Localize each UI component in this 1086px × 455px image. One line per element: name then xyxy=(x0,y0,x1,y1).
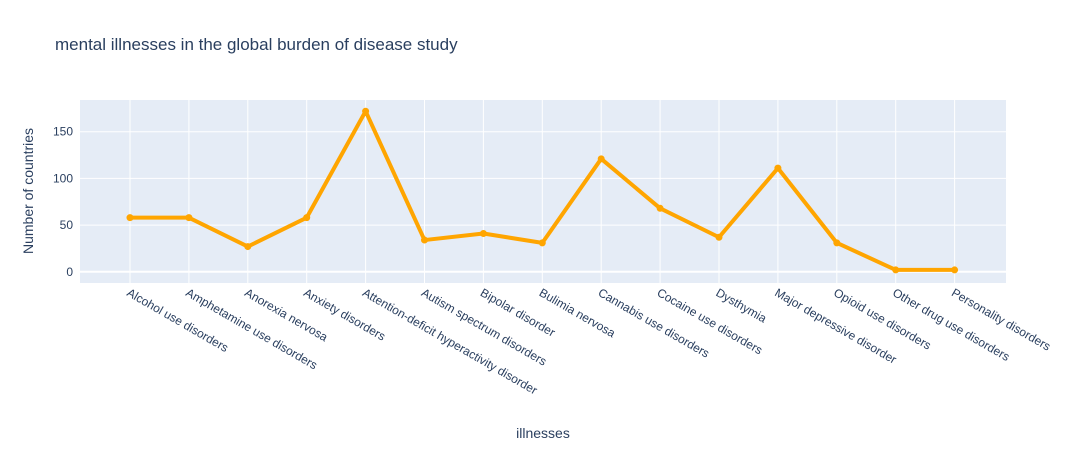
x-tick-label: Opioid use disorders xyxy=(831,285,933,352)
series-layer xyxy=(126,107,959,274)
data-point[interactable] xyxy=(597,155,605,163)
data-point[interactable] xyxy=(774,164,782,172)
data-point[interactable] xyxy=(538,239,546,247)
data-point[interactable] xyxy=(126,214,134,222)
data-point[interactable] xyxy=(421,236,428,244)
y-axis-ticks: 0 50 100 150 xyxy=(53,125,73,279)
data-point[interactable] xyxy=(715,233,723,241)
data-point[interactable] xyxy=(833,239,841,247)
y-tick-label: 0 xyxy=(66,265,73,279)
grid-lines xyxy=(80,100,1006,283)
y-tick-label: 50 xyxy=(60,218,74,232)
data-point[interactable] xyxy=(892,266,900,274)
x-tick-label: Personality disorders xyxy=(949,285,1053,353)
x-axis-title: illnesses xyxy=(516,425,570,441)
data-point[interactable] xyxy=(479,230,487,238)
x-tick-label: Cannabis use disorders xyxy=(596,285,712,360)
data-point[interactable] xyxy=(362,107,370,115)
data-point[interactable] xyxy=(951,266,959,274)
y-tick-label: 100 xyxy=(53,171,73,185)
data-point[interactable] xyxy=(656,204,664,212)
data-point[interactable] xyxy=(185,214,193,222)
data-point[interactable] xyxy=(244,243,252,251)
y-tick-label: 150 xyxy=(53,125,73,139)
plot-area xyxy=(80,100,1006,283)
x-tick-label: Alcohol use disorders xyxy=(125,285,231,354)
data-point[interactable] xyxy=(303,214,311,222)
chart-title: mental illnesses in the global burden of… xyxy=(55,35,458,54)
y-axis-title: Number of countries xyxy=(20,128,36,254)
